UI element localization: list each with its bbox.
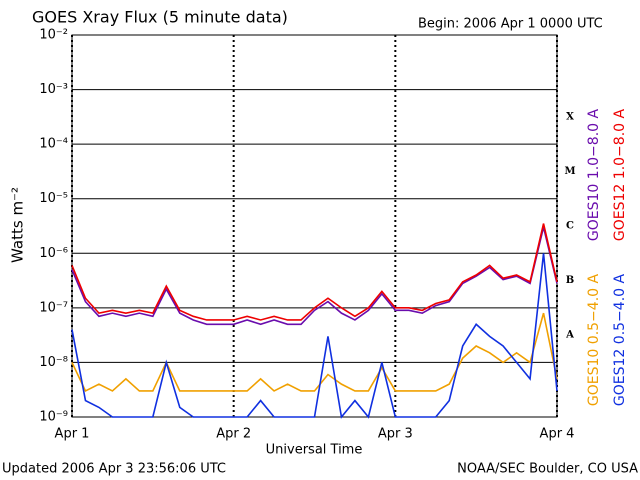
y-tick-label: 10⁻⁶ [39,246,68,261]
footer-right: NOAA/SEC Boulder, CO USA [457,462,638,477]
flare-class-label: X [566,111,574,122]
y-tick-label: 10⁻² [39,28,68,43]
y-tick-label: 10⁻⁸ [39,355,68,370]
x-tick-label: Apr 1 [55,427,90,442]
series-line [71,227,558,326]
series-line [71,253,558,419]
legend-entry: GOES12 0.5−4.0 A [612,274,628,407]
flare-class-label: A [565,330,574,341]
chart-title: GOES Xray Flux (5 minute data) [32,8,288,27]
x-tick-label: Apr 3 [378,427,413,442]
plot-frame [71,34,558,418]
x-axis-label: Universal Time [266,443,363,458]
y-tick-label: 10⁻⁹ [39,410,68,425]
chart-subtitle: Begin: 2006 Apr 1 0000 UTC [418,17,603,32]
y-axis-label: Watts m⁻² [9,187,27,263]
footer-left: Updated 2006 Apr 3 23:56:06 UTC [2,462,226,477]
flare-class-label: M [564,166,575,177]
y-tick-label: 10⁻⁵ [39,191,68,206]
legend-entry: GOES10 1.0−8.0 A [586,109,602,242]
y-tick-label: 10⁻³ [39,82,68,97]
series-line [71,312,558,393]
x-tick-label: Apr 4 [540,427,575,442]
y-tick-label: 10⁻⁷ [39,300,68,315]
y-tick-label: 10⁻⁴ [39,137,68,152]
legend-entry: GOES10 0.5−4.0 A [586,274,602,407]
legend-entry: GOES12 1.0−8.0 A [612,109,628,242]
flare-class-label: B [566,275,574,286]
flare-class-label: C [566,221,574,232]
series-line [71,223,558,321]
x-tick-label: Apr 2 [216,427,251,442]
